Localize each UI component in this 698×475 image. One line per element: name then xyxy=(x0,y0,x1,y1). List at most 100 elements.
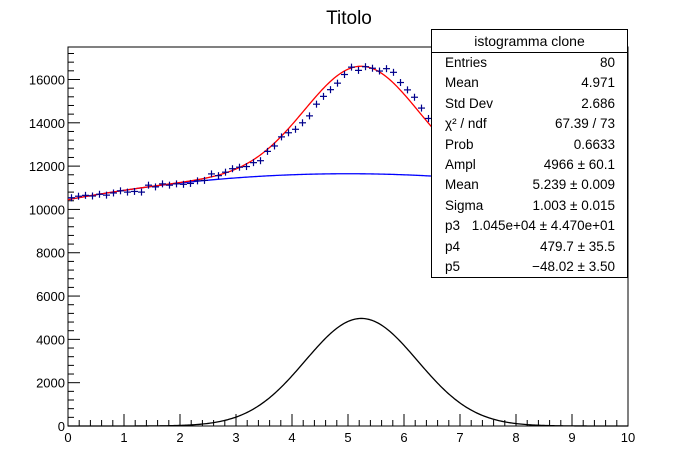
stats-row: Entries 80 xyxy=(432,53,627,73)
data-point xyxy=(278,133,285,141)
data-point xyxy=(292,125,299,133)
data-point xyxy=(404,86,411,94)
data-point xyxy=(187,179,194,187)
stats-box: istogramma clone Entries 80 Mean 4.971 Std D… xyxy=(431,29,628,278)
stats-key: p3 xyxy=(445,218,461,234)
stats-key: Mean xyxy=(445,75,479,91)
stats-key: Mean xyxy=(445,177,479,193)
stats-key: χ² / ndf xyxy=(445,116,487,132)
data-point xyxy=(117,187,124,195)
data-point xyxy=(222,168,229,176)
x-tick-label: 5 xyxy=(344,430,351,445)
data-point xyxy=(271,142,278,150)
data-point xyxy=(425,114,432,122)
stats-value: 80 xyxy=(599,55,615,70)
data-point xyxy=(173,180,180,188)
y-tick-label: 10000 xyxy=(29,202,65,217)
stats-key: p4 xyxy=(445,238,461,254)
data-point xyxy=(397,79,404,87)
stats-value: −48.02 ± 3.50 xyxy=(532,258,615,274)
data-point xyxy=(285,129,292,137)
stats-row: p3 1.045e+04 ± 4.470e+01 xyxy=(432,216,627,236)
data-point xyxy=(257,157,264,165)
data-point xyxy=(166,181,173,189)
y-tick-label: 14000 xyxy=(29,116,65,131)
stats-row: Std Dev 2.686 xyxy=(432,94,627,114)
stats-row: Mean 4.971 xyxy=(432,73,627,93)
x-tick-label: 2 xyxy=(176,430,183,445)
stats-row: Mean 5.239 ± 0.009 xyxy=(432,175,627,195)
data-point xyxy=(145,181,152,189)
data-point xyxy=(264,147,271,155)
data-point xyxy=(418,104,425,112)
data-point xyxy=(362,63,369,71)
stats-row: Sigma 1.003 ± 0.015 xyxy=(432,196,627,216)
data-point xyxy=(138,188,145,196)
stats-row: p4 479.7 ± 35.5 xyxy=(432,237,627,257)
x-tick-label: 7 xyxy=(456,430,463,445)
data-point xyxy=(103,191,110,199)
data-point xyxy=(250,159,257,167)
stats-key: p5 xyxy=(445,258,461,274)
x-tick-label: 1 xyxy=(120,430,127,445)
stats-key: Std Dev xyxy=(445,95,494,111)
x-tick-label: 4 xyxy=(288,430,295,445)
stats-key: Ampl xyxy=(445,156,476,172)
stats-value: 0.6633 xyxy=(573,136,615,152)
stats-title: istogramma clone xyxy=(432,30,627,53)
data-point xyxy=(390,68,397,76)
data-point xyxy=(110,189,117,197)
stats-key: Entries xyxy=(445,55,488,70)
x-tick-label: 6 xyxy=(400,430,407,445)
data-point xyxy=(383,65,390,73)
data-point xyxy=(411,93,418,101)
data-point xyxy=(75,192,82,200)
data-point xyxy=(194,177,201,185)
data-point xyxy=(376,67,383,75)
data-point xyxy=(243,163,250,171)
data-point xyxy=(159,180,166,188)
data-point xyxy=(131,187,138,195)
data-points xyxy=(68,63,432,202)
stats-row: Ampl 4966 ± 60.1 xyxy=(432,155,627,175)
data-point xyxy=(236,163,243,171)
data-point xyxy=(152,183,159,191)
data-point xyxy=(68,194,75,202)
stats-value: 67.39 / 73 xyxy=(554,116,615,132)
data-point xyxy=(215,172,222,180)
stats-row: p5 −48.02 ± 3.50 xyxy=(432,257,627,277)
data-point xyxy=(201,176,208,184)
data-point xyxy=(369,64,376,72)
data-point xyxy=(355,66,362,74)
data-point xyxy=(180,180,187,188)
y-tick-label: 2000 xyxy=(36,376,65,391)
stats-key: Sigma xyxy=(445,197,484,213)
data-point xyxy=(89,192,96,200)
data-point xyxy=(313,100,320,108)
x-tick-label: 3 xyxy=(232,430,239,445)
x-tick-label: 0 xyxy=(64,430,71,445)
x-tick-label: 9 xyxy=(568,430,575,445)
data-point xyxy=(208,170,215,178)
y-tick-label: 8000 xyxy=(36,246,65,261)
y-tick-label: 4000 xyxy=(36,332,65,347)
data-point xyxy=(327,86,334,94)
data-point xyxy=(306,112,313,120)
y-tick-label: 0 xyxy=(58,419,65,434)
y-tick-label: 16000 xyxy=(29,72,65,87)
stats-value: 2.686 xyxy=(581,95,615,111)
data-point xyxy=(96,190,103,198)
plot-axes: 0 1 2 3 4 5 6 7 8 9 10 0 2000 4000 6000 8000 10000 12000 1… xyxy=(29,46,635,445)
stats-rows: Entries 80 Mean 4.971 Std Dev 2.686 χ² / ndf 67… xyxy=(432,53,627,277)
data-point xyxy=(320,92,327,100)
data-point xyxy=(229,165,236,173)
stats-value: 4.971 xyxy=(581,75,615,91)
data-point xyxy=(341,71,348,79)
data-point xyxy=(82,191,89,199)
stats-row: Prob 0.6633 xyxy=(432,135,627,155)
chart-title: Titolo xyxy=(326,8,372,29)
stats-value: 479.7 ± 35.5 xyxy=(540,238,615,254)
stats-value: 5.239 ± 0.009 xyxy=(532,177,615,193)
stats-key: Prob xyxy=(445,136,474,152)
data-point xyxy=(348,63,355,71)
